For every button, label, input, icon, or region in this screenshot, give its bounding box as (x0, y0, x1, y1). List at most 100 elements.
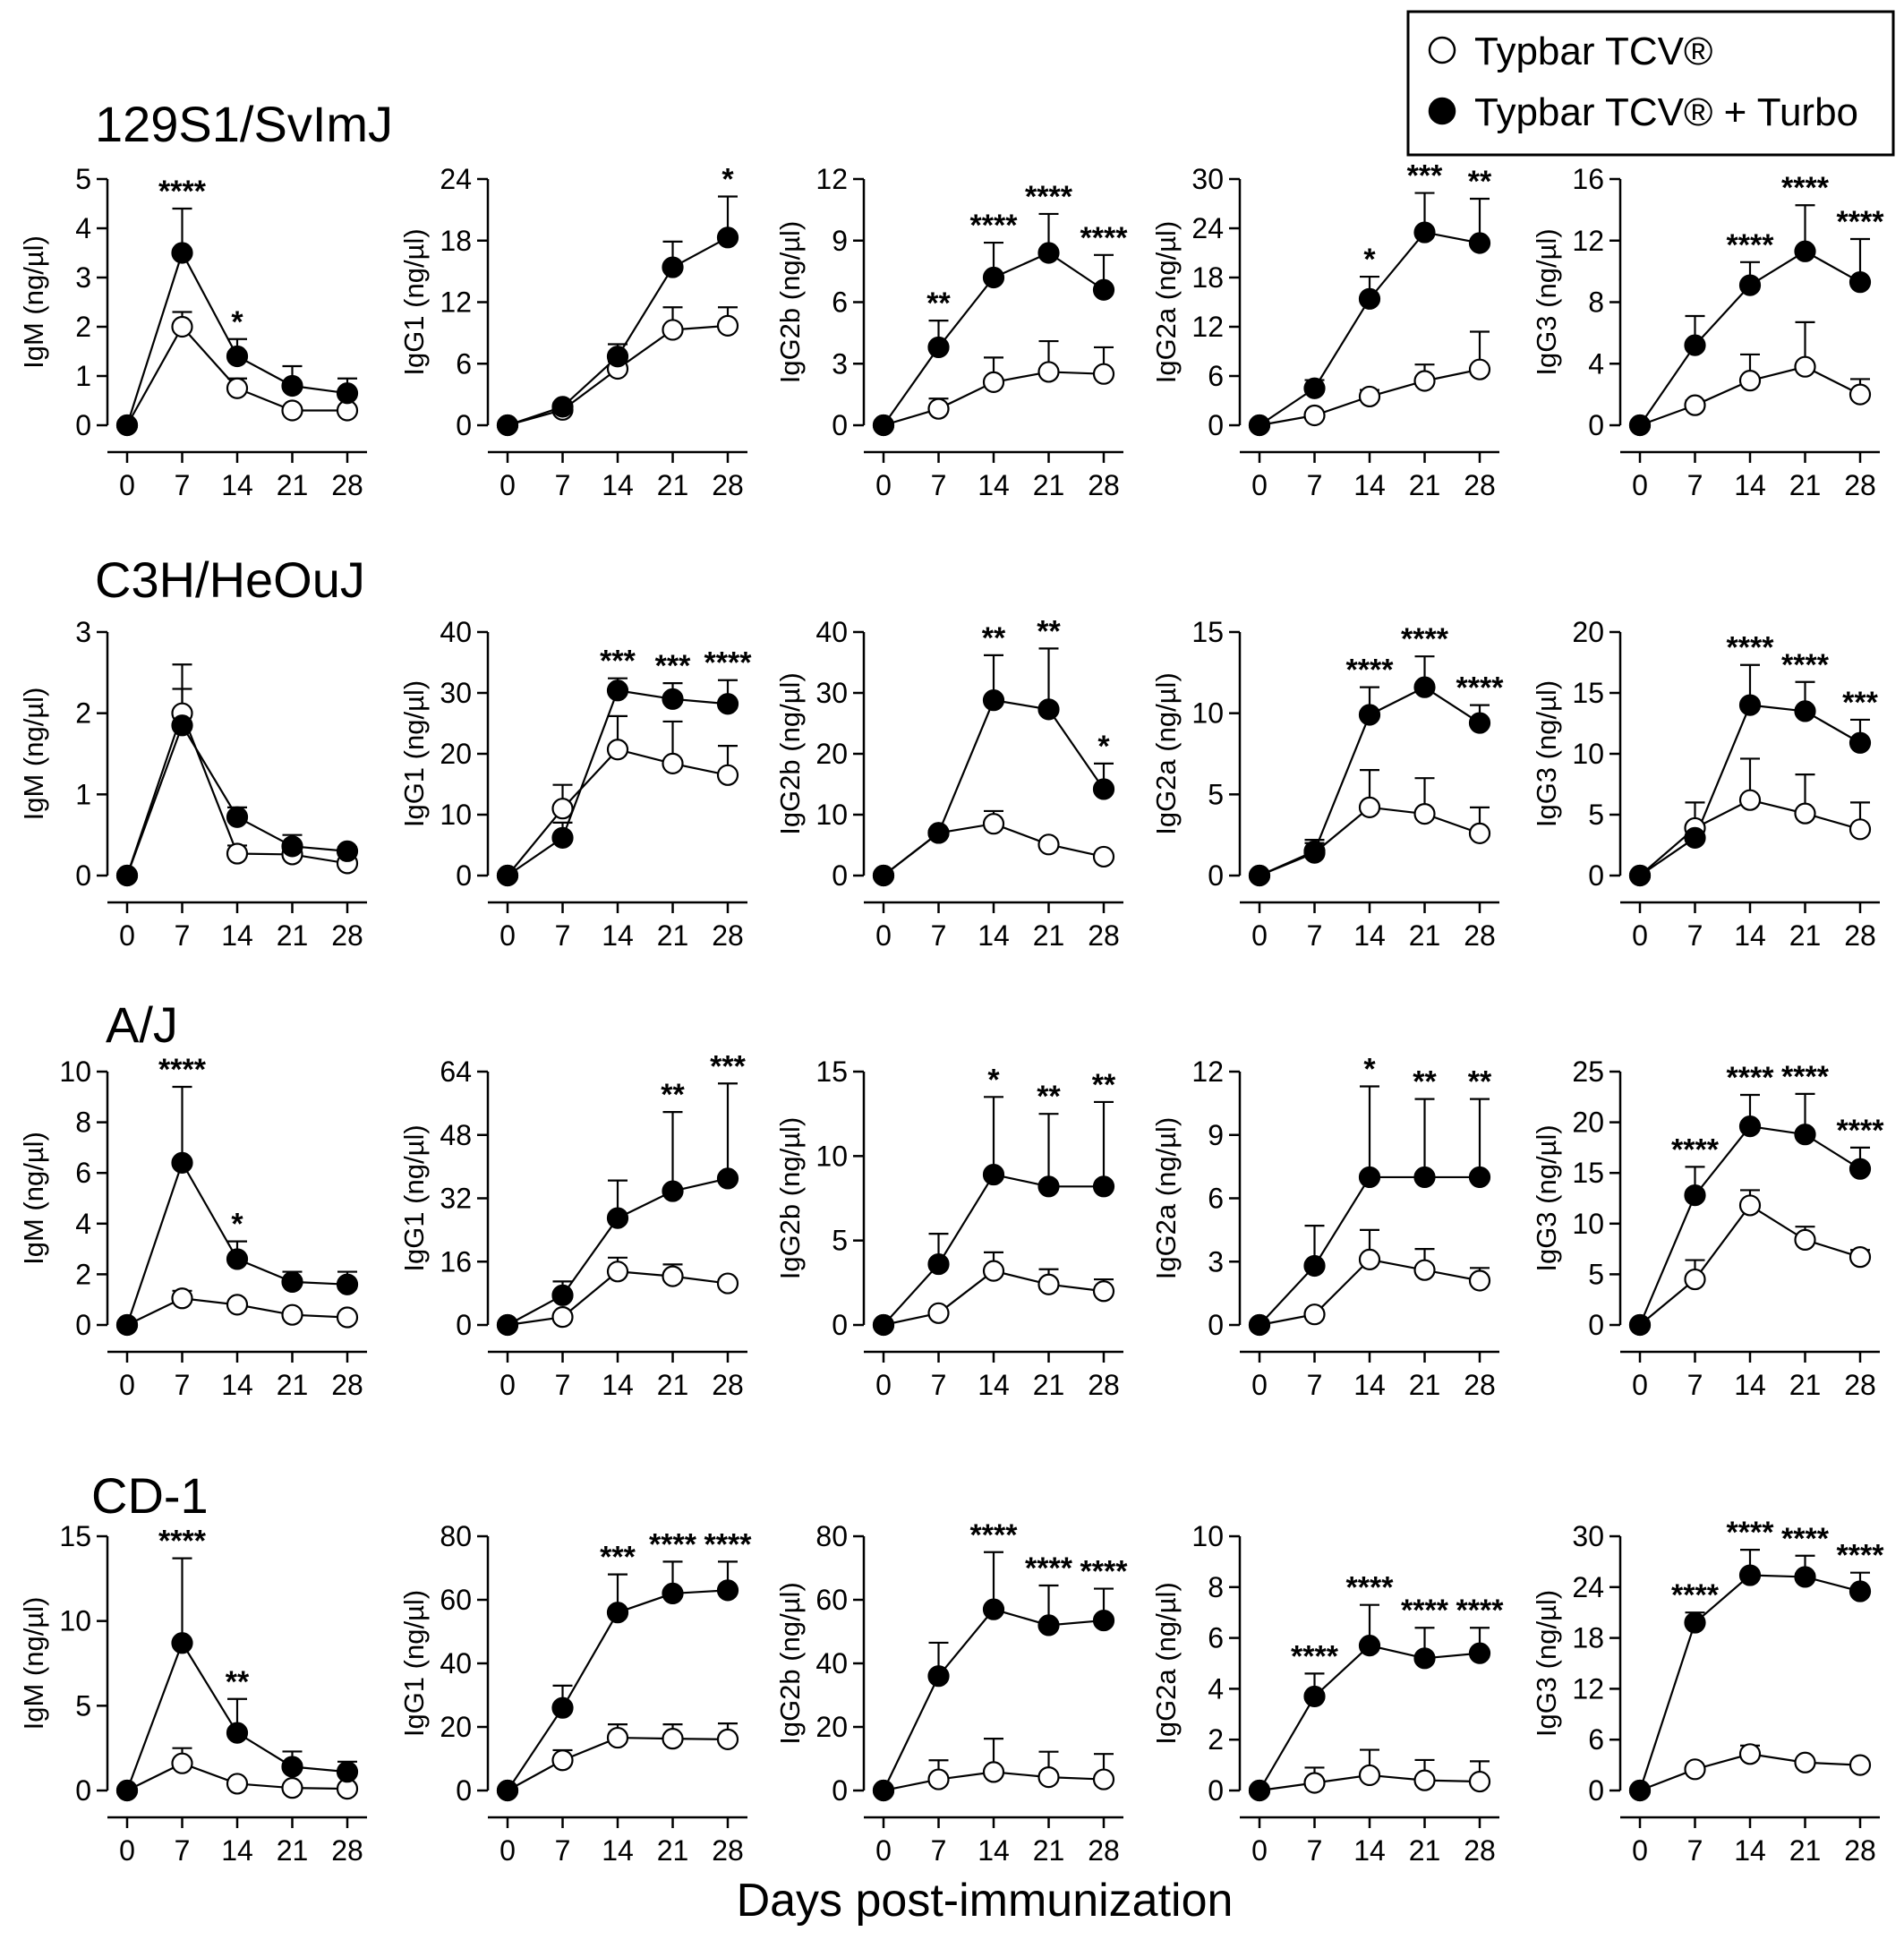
panel-4-4-significance: **** (1456, 1594, 1505, 1628)
panel-4-4-x-tick-label: 7 (1307, 1834, 1323, 1867)
panel-2-4-x-tick-label: 0 (1251, 919, 1268, 952)
panel-3-1-point-open (336, 1306, 359, 1329)
panel-4-4-y-tick-label: 2 (1208, 1723, 1224, 1756)
panel-1-4-significance: ** (1468, 165, 1492, 199)
panel-1-2: 0 6 12 18 24 IgG1 (ng/µl) 0 7 14 21 28 * (398, 162, 747, 501)
panel-2-2-significance: *** (600, 645, 636, 679)
panel-1-4-x-tick-label: 28 (1464, 469, 1496, 501)
panel-2-4-point-filled (1248, 864, 1271, 887)
panel-4-3-point-open (927, 1768, 950, 1790)
panel-3-4-y-tick-label: 9 (1208, 1119, 1224, 1151)
panel-4-4-point-filled (1303, 1685, 1326, 1708)
panel-1-4-x-tick-label: 14 (1353, 469, 1386, 501)
panel-4-4-significance: **** (1346, 1571, 1395, 1605)
panel-4-5-point-filled (1684, 1611, 1706, 1634)
panel-3-1-y-tick-label: 8 (75, 1107, 91, 1139)
panel-1-4-point-open (1303, 404, 1326, 427)
panel-1-2-point-filled (662, 256, 684, 278)
panel-1-3-point-open (927, 397, 950, 420)
strain-labels: 129S1/SvImJ C3H/HeOuJ A/J CD-1 (91, 96, 393, 1524)
panel-2-2-y-tick-label: 10 (440, 799, 472, 831)
panel-4-5-point-filled (1738, 1564, 1762, 1586)
panel-2-3-point-filled (872, 864, 895, 887)
panel-1-4-point-open (1413, 370, 1436, 392)
panel-3-2-point-open (606, 1261, 629, 1283)
panel-3-3-x-tick-label: 0 (875, 1369, 892, 1401)
panel-1-3-y-tick-label: 0 (832, 409, 848, 441)
panel-1-2-point-open (716, 314, 739, 337)
panel-3-3-y-tick-label: 10 (815, 1140, 848, 1172)
panel-2-3-point-filled (1092, 778, 1115, 800)
panel-1-2-point-filled (606, 346, 629, 368)
panel-3-5-point-open (1849, 1246, 1872, 1269)
panel-4-3-point-filled (1092, 1609, 1115, 1632)
panel-2-2-y-tick-label: 40 (440, 616, 472, 648)
legend-filled-circle-icon (1428, 97, 1456, 125)
panel-2-1-y-label: IgM (ng/µl) (18, 688, 49, 821)
panel-3-2-point-filled (662, 1180, 684, 1202)
panel-3-3-x-tick-label: 21 (1033, 1369, 1065, 1401)
panel-4-2-x-tick-label: 14 (602, 1834, 634, 1867)
panel-2-3-point-open (1037, 833, 1060, 856)
panel-1-3-significance: **** (970, 209, 1019, 243)
panel-4-3-x-tick-label: 28 (1088, 1834, 1120, 1867)
panel-1-1-x-tick-label: 21 (277, 469, 309, 501)
panel-4-3-point-filled (927, 1665, 950, 1688)
panel-3-1-y-tick-label: 6 (75, 1157, 91, 1189)
panel-2-3-y-tick-label: 20 (815, 738, 848, 770)
panel-2-5-y-tick-label: 10 (1572, 738, 1604, 770)
panel-3-2-x-tick-label: 14 (602, 1369, 634, 1401)
panel-4-3-x-tick-label: 14 (978, 1834, 1010, 1867)
panel-4-3-significance: **** (970, 1518, 1019, 1552)
panel-2-3-point-filled (1037, 698, 1060, 721)
panel-4-5-y-tick-label: 6 (1588, 1723, 1604, 1756)
panel-3-3-point-open (982, 1260, 1005, 1282)
panel-1-2-y-label: IgG1 (ng/µl) (398, 228, 430, 375)
panel-3-5-point-open (1794, 1228, 1816, 1252)
panel-1-2-line-filled (507, 236, 729, 427)
panel-2-2-point-filled (551, 826, 574, 849)
panel-1-3-point-open (1037, 361, 1060, 383)
panel-1-2-x-tick-label: 0 (499, 469, 516, 501)
panel-3-3-y-tick-label: 5 (832, 1225, 848, 1257)
panel-4-5-point-filled (1628, 1779, 1652, 1802)
panel-1-5-point-filled (1628, 414, 1652, 437)
panel-3-4-significance: ** (1468, 1065, 1492, 1099)
panel-3-1-point-filled (171, 1151, 193, 1174)
panel-2-2-point-open (662, 752, 684, 774)
panel-3-3-x-tick-label: 14 (978, 1369, 1010, 1401)
panel-3-5-point-filled (1628, 1313, 1652, 1337)
panel-2-4-y-tick-label: 10 (1191, 697, 1224, 730)
panel-3-2-significance: ** (661, 1078, 685, 1112)
panel-2-5-point-filled (1738, 694, 1762, 716)
panel-1-3-x-tick-label: 7 (931, 469, 947, 501)
panel-1-5-point-filled (1738, 274, 1762, 296)
panel-1-5-y-tick-label: 16 (1572, 163, 1604, 195)
panel-1-3-point-filled (872, 414, 895, 437)
panel-2-1-y-tick-label: 3 (75, 616, 91, 648)
x-axis-title: Days post-immunization (737, 1875, 1234, 1927)
panel-3-5-point-open (1738, 1194, 1762, 1217)
panel-1-2-point-filled (716, 226, 739, 249)
panel-4-2-y-label: IgG1 (ng/µl) (398, 1590, 430, 1737)
panel-3-1-x-tick-label: 21 (277, 1369, 309, 1401)
panel-1-5-point-open (1684, 394, 1706, 416)
panel-4-1-point-filled (226, 1722, 249, 1744)
panel-1-4-y-tick-label: 0 (1208, 409, 1224, 441)
strain-label-c3h: C3H/HeOuJ (95, 551, 365, 608)
panel-3-5-point-open (1684, 1268, 1706, 1291)
panel-3-5-significance: **** (1671, 1132, 1720, 1167)
panel-2-5-significance: **** (1727, 631, 1775, 665)
panel-3-5-y-tick-label: 15 (1572, 1157, 1604, 1189)
panel-3-1-significance: * (231, 1208, 243, 1242)
panel-2-3-significance: ** (982, 621, 1006, 655)
